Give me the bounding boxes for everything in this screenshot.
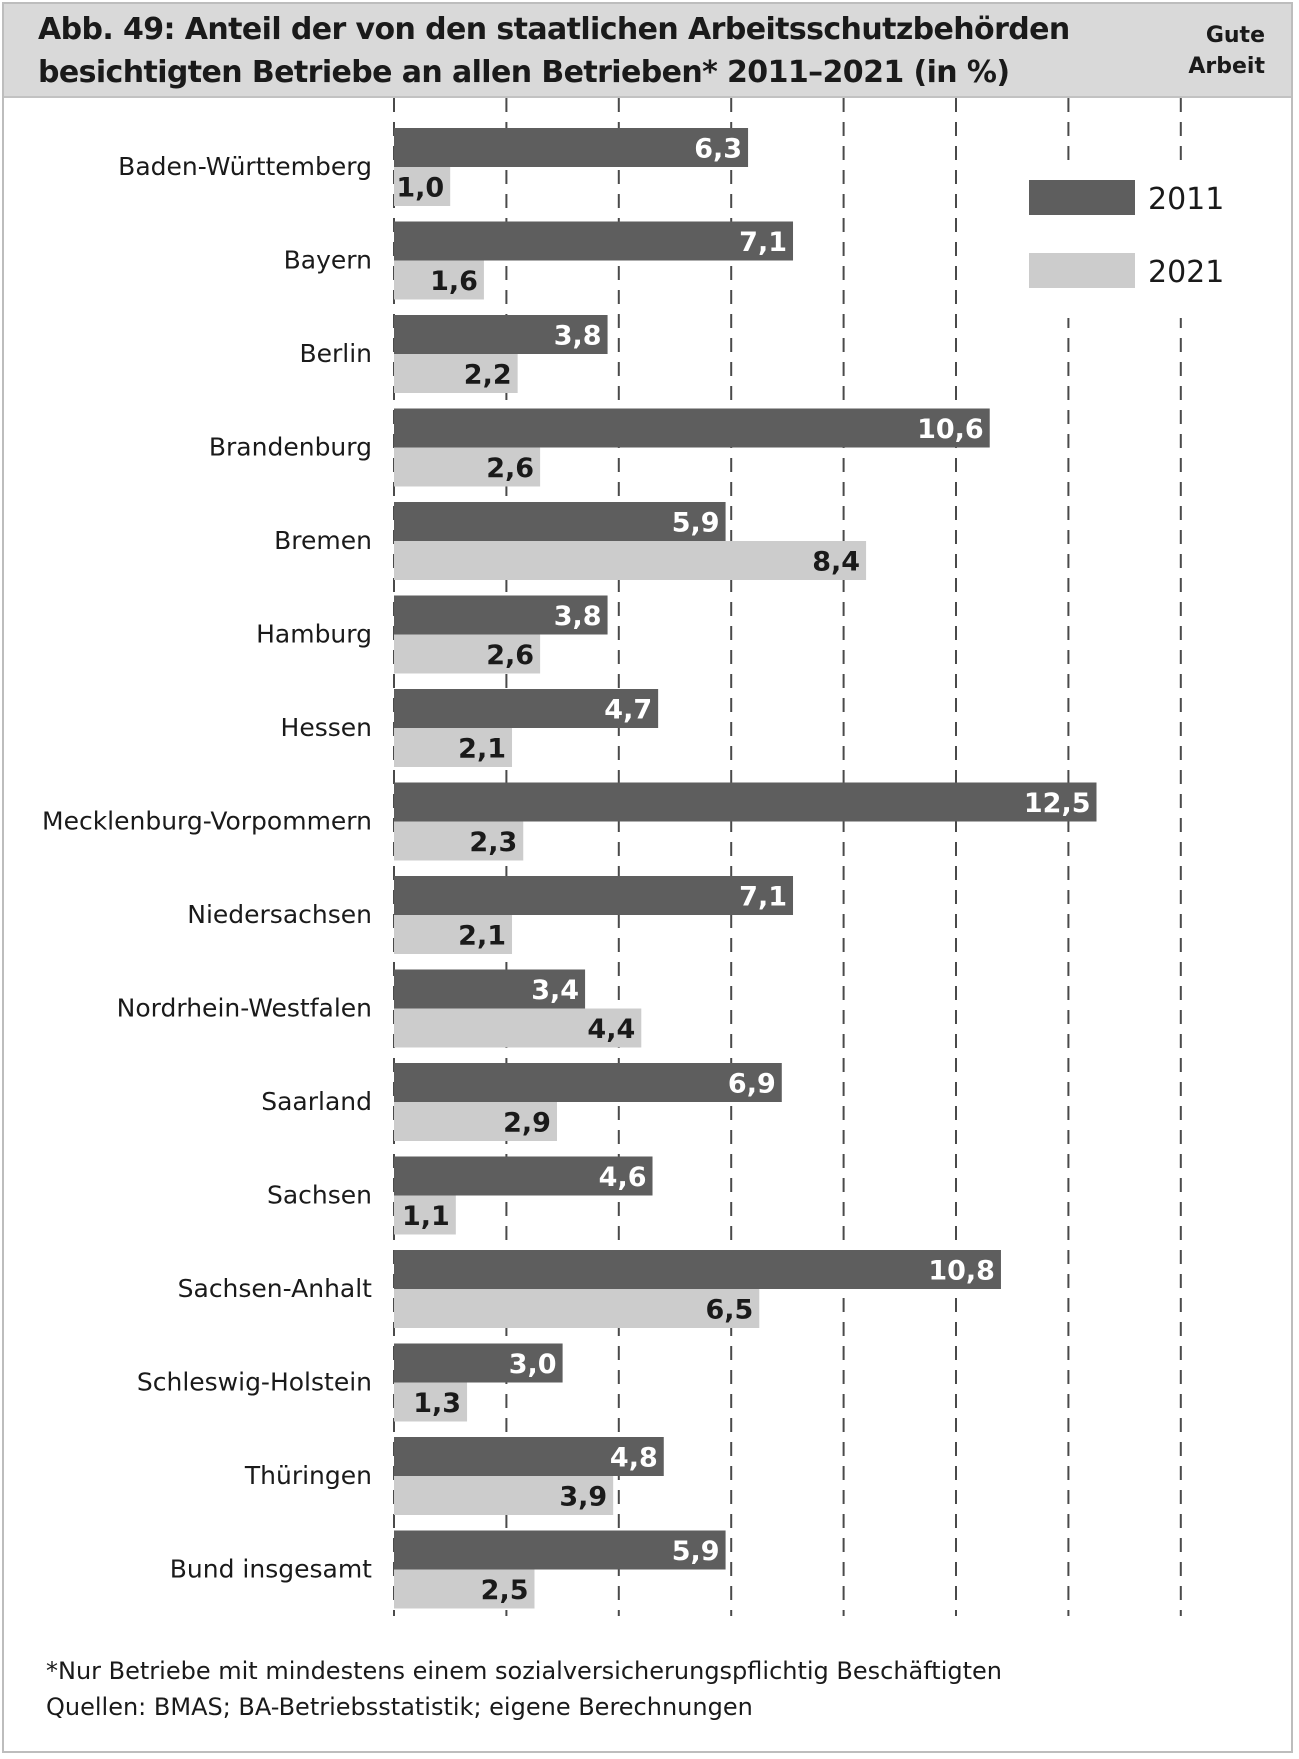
- category-label: Nordrhein-Westfalen: [117, 994, 372, 1023]
- bar-2011: [394, 221, 794, 261]
- brand-line-1: Gute: [1205, 23, 1265, 48]
- bar-2021: [394, 1476, 614, 1515]
- category-label: Sachsen-Anhalt: [178, 1274, 373, 1303]
- data-label-2011: 3,8: [554, 321, 602, 352]
- data-label-2021: 2,9: [503, 1108, 551, 1139]
- bar-2021: [394, 354, 518, 393]
- data-label-2021: 6,5: [705, 1295, 753, 1326]
- data-label-2011: 10,6: [917, 414, 984, 445]
- data-label-2021: 1,0: [396, 173, 444, 204]
- bar-2021: [394, 821, 524, 861]
- data-label-2011: 3,4: [531, 975, 579, 1006]
- data-label-2011: 3,0: [509, 1349, 557, 1380]
- category-label: Niedersachsen: [187, 900, 372, 929]
- bar-2011: [394, 1063, 782, 1102]
- bar-2021: [394, 541, 867, 580]
- data-label-2021: 2,1: [458, 921, 506, 952]
- data-label-2021: 2,1: [458, 734, 506, 765]
- bar-2011: [394, 1343, 563, 1383]
- data-label-2011: 6,3: [694, 134, 742, 165]
- bar-2021: [394, 634, 541, 674]
- figure-header: Abb. 49: Anteil der von den staatlichen …: [4, 4, 1291, 98]
- bar-2021: [394, 1102, 557, 1141]
- legend-label-2021: 2021: [1148, 255, 1224, 290]
- category-label: Baden-Württemberg: [118, 152, 372, 181]
- category-label: Mecklenburg-Vorpommern: [42, 807, 372, 836]
- bar-2011: [394, 969, 586, 1009]
- bar-2021: [394, 728, 513, 767]
- legend-swatch-2011: [1029, 180, 1135, 215]
- data-label-2011: 5,9: [672, 508, 720, 539]
- category-label: Berlin: [299, 339, 372, 368]
- bar-2021: [394, 447, 541, 487]
- category-label: Bund insgesamt: [170, 1555, 372, 1584]
- legend-label-2011: 2011: [1148, 182, 1224, 217]
- data-label-2011: 10,8: [928, 1256, 995, 1287]
- category-label: Thüringen: [244, 1461, 372, 1490]
- bar-2021: [394, 1382, 468, 1422]
- bar-2011: [394, 1437, 664, 1476]
- bar-2021: [394, 1569, 535, 1609]
- brand-label: Gute Arbeit: [1155, 20, 1265, 82]
- bar-2021: [394, 1008, 642, 1048]
- data-label-2011: 7,1: [739, 882, 787, 913]
- data-label-2021: 2,3: [469, 827, 517, 858]
- category-label: Sachsen: [267, 1181, 372, 1210]
- footnote-source: Quellen: BMAS; BA-Betriebsstatistik; eig…: [46, 1693, 753, 1721]
- data-label-2011: 6,9: [728, 1069, 776, 1100]
- data-label-2011: 5,9: [672, 1536, 720, 1567]
- data-label-2011: 4,6: [599, 1162, 647, 1193]
- data-label-2021: 2,5: [481, 1575, 529, 1606]
- bar-2011: [394, 876, 794, 915]
- bar-2011: [394, 1250, 1001, 1289]
- bar-2021: [394, 1195, 456, 1235]
- bar-2011: [394, 782, 1097, 822]
- data-label-2021: 8,4: [812, 547, 860, 578]
- data-label-2011: 4,7: [604, 695, 652, 726]
- bar-2011: [394, 1156, 653, 1196]
- category-label: Hamburg: [256, 620, 372, 649]
- bar-2011: [394, 1530, 726, 1570]
- data-label-2021: 2,2: [464, 360, 512, 391]
- bar-2011: [394, 408, 990, 448]
- brand-line-2: Arbeit: [1188, 54, 1265, 79]
- data-label-2021: 4,4: [587, 1014, 635, 1045]
- bar-2021: [394, 915, 513, 954]
- bar-2011: [394, 689, 659, 728]
- bar-2021: [394, 167, 451, 206]
- bar-2011: [394, 128, 749, 167]
- category-label: Brandenburg: [209, 433, 372, 462]
- footnotes: *Nur Betriebe mit mindestens einem sozia…: [46, 1653, 1246, 1725]
- bar-2021: [394, 1289, 760, 1328]
- bar-2011: [394, 502, 726, 541]
- category-label: Schleswig-Holstein: [137, 1368, 372, 1397]
- data-label-2021: 2,6: [486, 640, 534, 671]
- figure-title: Abb. 49: Anteil der von den staatlichen …: [38, 12, 1070, 90]
- bar-2011: [394, 315, 608, 354]
- bar-2011: [394, 595, 608, 635]
- data-label-2011: 12,5: [1024, 788, 1091, 819]
- data-label-2011: 4,8: [610, 1443, 658, 1474]
- data-label-2011: 7,1: [739, 227, 787, 258]
- footnote-note: *Nur Betriebe mit mindestens einem sozia…: [46, 1657, 1002, 1685]
- data-label-2021: 1,3: [413, 1388, 461, 1419]
- bar-2021: [394, 260, 484, 300]
- data-label-2021: 2,6: [486, 453, 534, 484]
- data-label-2021: 1,6: [430, 266, 478, 297]
- legend-swatch-2021: [1029, 253, 1135, 288]
- data-label-2021: 1,1: [402, 1201, 450, 1232]
- data-label-2011: 3,8: [554, 601, 602, 632]
- data-label-2021: 3,9: [559, 1482, 607, 1513]
- category-label: Bremen: [274, 526, 372, 555]
- category-label: Saarland: [261, 1087, 372, 1116]
- category-label: Hessen: [281, 713, 372, 742]
- category-label: Bayern: [284, 246, 372, 275]
